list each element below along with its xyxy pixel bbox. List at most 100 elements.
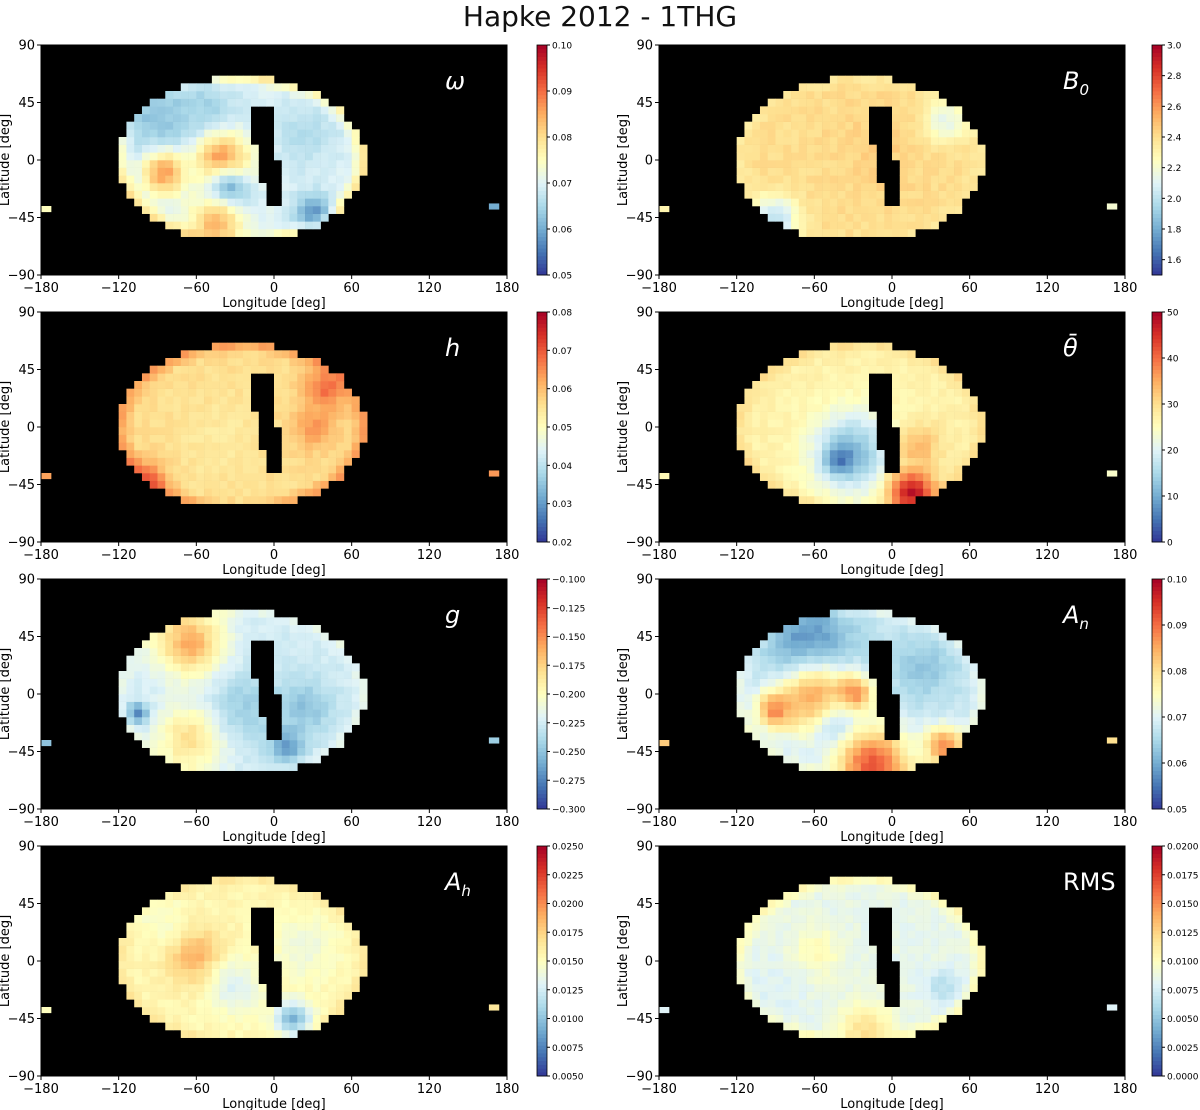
heatmap-cell: [157, 106, 166, 115]
heatmap-cell: [954, 976, 963, 985]
heatmap-cell: [892, 206, 901, 214]
heatmap-cell: [235, 884, 244, 893]
heatmap-cell: [149, 365, 158, 374]
x-tick-label: 60: [343, 281, 360, 296]
heatmap-cell: [822, 121, 831, 130]
colorbar-tick-label: 30: [1167, 401, 1179, 411]
colorbar-segment: [537, 899, 547, 904]
heatmap-cell: [173, 907, 182, 916]
heatmap-cell: [938, 976, 947, 985]
heatmap-cell: [258, 183, 267, 191]
heatmap-cell: [775, 160, 784, 168]
heatmap-cell: [343, 984, 352, 992]
heatmap-cell: [250, 984, 259, 992]
heatmap-cell: [227, 640, 236, 649]
heatmap-cell: [118, 137, 127, 145]
heatmap-cell: [899, 961, 908, 969]
heatmap-cell: [930, 686, 939, 695]
heatmap-cell: [173, 480, 182, 489]
x-axis-label: Longitude [deg]: [222, 563, 325, 578]
heatmap-cell: [297, 686, 306, 695]
heatmap-cell: [744, 411, 753, 420]
colorbar-segment: [537, 926, 547, 931]
heatmap-cell: [134, 450, 143, 458]
heatmap-cell: [798, 747, 807, 756]
x-tick-label: −60: [801, 281, 828, 296]
heatmap-cell: [343, 396, 352, 405]
colorbar-segment: [1152, 144, 1162, 149]
heatmap-cell: [822, 427, 831, 435]
heatmap-cell: [938, 213, 947, 222]
heatmap-cell: [837, 480, 846, 489]
heatmap-cell: [829, 747, 838, 756]
heatmap-cell: [892, 358, 901, 366]
heatmap-cell: [930, 381, 939, 389]
heatmap-cell: [814, 350, 823, 359]
heatmap-cell: [930, 183, 939, 191]
heatmap-cell: [328, 388, 337, 397]
heatmap-cell: [923, 175, 932, 184]
heatmap-cell: [204, 648, 213, 656]
heatmap-cell: [791, 183, 800, 191]
heatmap-cell: [892, 365, 901, 374]
heatmap-cell: [204, 632, 213, 641]
heatmap-cell: [289, 129, 298, 138]
colorbar-segment: [1152, 384, 1162, 390]
heatmap-cell: [204, 655, 213, 664]
heatmap-cell: [141, 717, 151, 725]
heatmap-cell: [829, 938, 838, 946]
heatmap-cell: [281, 427, 290, 435]
heatmap-cell: [289, 137, 298, 145]
heatmap-cell: [837, 625, 846, 633]
heatmap-cell: [196, 625, 205, 633]
heatmap-cell: [196, 732, 205, 741]
heatmap-cell: [783, 183, 792, 191]
heatmap-cell: [930, 747, 939, 756]
x-tick-label: 0: [270, 548, 278, 563]
heatmap-cell: [242, 91, 251, 99]
colorbar-segment: [537, 526, 547, 531]
heatmap-cell: [196, 678, 205, 687]
colorbar-segment: [537, 350, 547, 355]
heatmap-cell: [860, 121, 869, 130]
heatmap-cell: [118, 442, 127, 451]
colorbar-segment: [537, 682, 547, 687]
heatmap-cell: [759, 114, 769, 122]
heatmap-cell: [759, 175, 769, 184]
heatmap-cell: [219, 198, 228, 207]
heatmap-cell: [165, 465, 174, 474]
heatmap-cell: [791, 419, 800, 428]
heatmap-cell: [359, 961, 368, 969]
heatmap-cell: [752, 167, 761, 176]
heatmap-cell: [274, 396, 283, 405]
heatmap-cell: [752, 984, 761, 992]
colorbar-segment: [537, 613, 547, 618]
heatmap-cell: [250, 419, 259, 428]
heatmap-cell: [157, 953, 166, 962]
heatmap-cell: [149, 640, 158, 649]
colorbar-segment: [537, 369, 547, 374]
heatmap-cell: [157, 663, 166, 672]
colorbar-segment: [537, 156, 547, 161]
heatmap-cell: [868, 91, 877, 99]
heatmap-cell: [822, 938, 831, 946]
heatmap-cell: [915, 1022, 924, 1031]
heatmap-cell: [157, 450, 166, 458]
heatmap-cell: [336, 938, 345, 946]
colorbar-segment: [537, 534, 547, 539]
heatmap-cell: [289, 404, 298, 412]
heatmap-cell: [946, 709, 955, 718]
colorbar-segment: [1152, 1022, 1162, 1027]
heatmap-cell: [829, 465, 838, 474]
colorbar-segment: [537, 221, 547, 226]
heatmap-cell: [907, 106, 916, 115]
heatmap-cell: [837, 740, 846, 748]
heatmap-cell: [798, 83, 807, 92]
heatmap-cell: [235, 1030, 244, 1038]
heatmap-cell: [219, 404, 228, 412]
heatmap-cell: [845, 609, 854, 618]
heatmap-cell: [211, 1007, 220, 1015]
heatmap-cell: [165, 91, 174, 99]
heatmap-cell: [907, 404, 916, 412]
